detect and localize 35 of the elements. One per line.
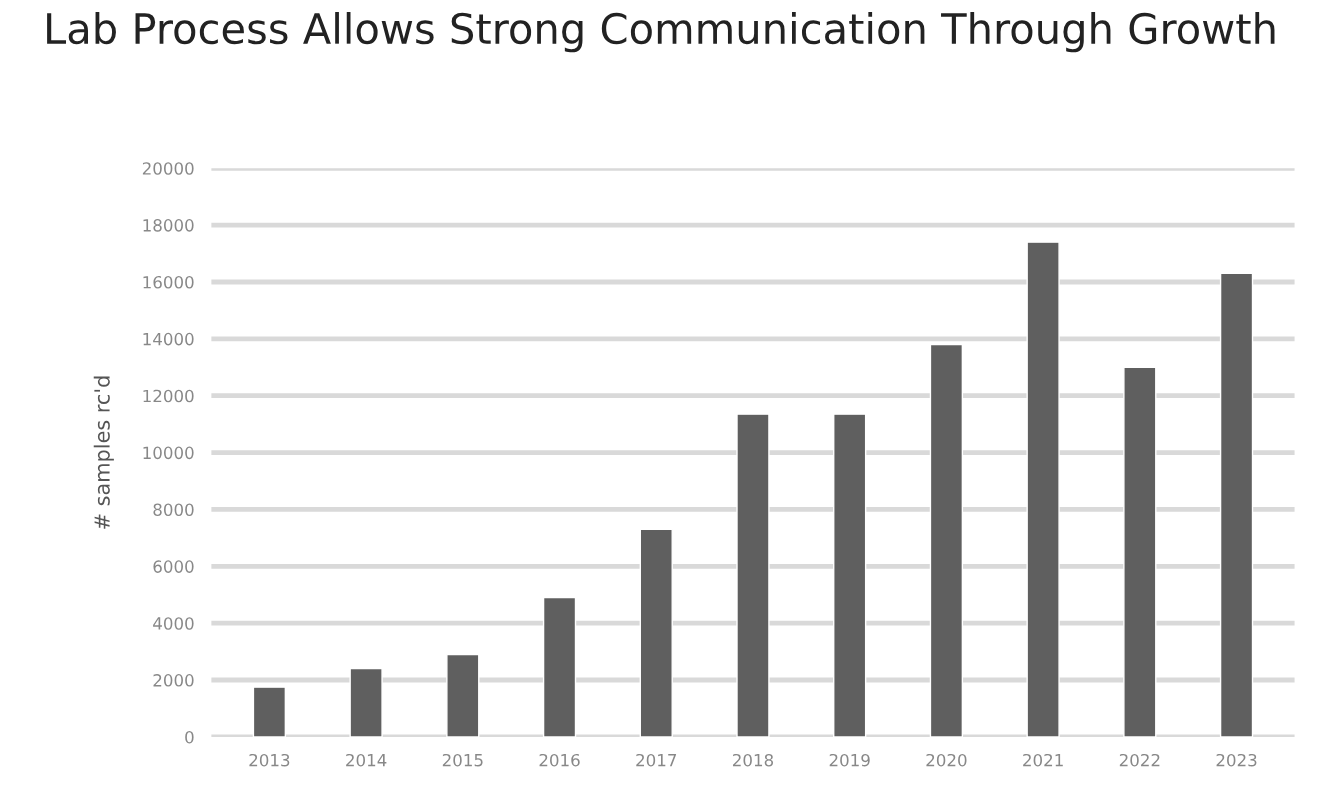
x-tick-label: 2018 bbox=[732, 753, 774, 767]
bar bbox=[542, 596, 577, 737]
y-tick-label: 20000 bbox=[142, 162, 194, 175]
x-tick-label: 2019 bbox=[829, 753, 870, 767]
y-tick-label: 6000 bbox=[153, 560, 194, 573]
y-tick-label: 14000 bbox=[143, 332, 194, 346]
y-tick-label: 10000 bbox=[143, 446, 194, 460]
y-axis-title: # samples rc'd bbox=[93, 376, 114, 529]
x-tick-label: 2022 bbox=[1119, 753, 1160, 767]
x-tick-label: 2016 bbox=[539, 753, 580, 767]
bar bbox=[446, 653, 480, 737]
x-tick-label: 2020 bbox=[926, 753, 967, 767]
bar bbox=[1219, 272, 1254, 737]
bar bbox=[833, 413, 867, 737]
bar bbox=[1123, 366, 1157, 737]
bar bbox=[929, 343, 964, 737]
chart-title: Lab Process Allows Strong Communication Through Growth bbox=[47, 12, 1275, 53]
y-tick-label: 16000 bbox=[143, 275, 194, 289]
y-tick-label: 18000 bbox=[143, 219, 194, 232]
y-tick-label: 8000 bbox=[153, 503, 194, 517]
bar bbox=[736, 413, 770, 737]
x-tick-label: 2014 bbox=[346, 753, 387, 767]
y-tick-label: 2000 bbox=[153, 674, 194, 687]
x-tick-label: 2017 bbox=[636, 753, 677, 767]
bar bbox=[1026, 241, 1060, 737]
bar bbox=[639, 528, 673, 737]
x-tick-label: 2013 bbox=[249, 753, 290, 767]
x-tick-label: 2023 bbox=[1216, 753, 1257, 767]
bar bbox=[349, 667, 383, 737]
x-tick-label: 2021 bbox=[1023, 753, 1063, 767]
y-tick-label: 4000 bbox=[153, 617, 194, 630]
bar bbox=[252, 686, 287, 737]
y-tick-label: 12000 bbox=[143, 389, 194, 403]
x-tick-label: 2015 bbox=[442, 753, 483, 767]
y-tick-label: 0 bbox=[185, 730, 194, 744]
